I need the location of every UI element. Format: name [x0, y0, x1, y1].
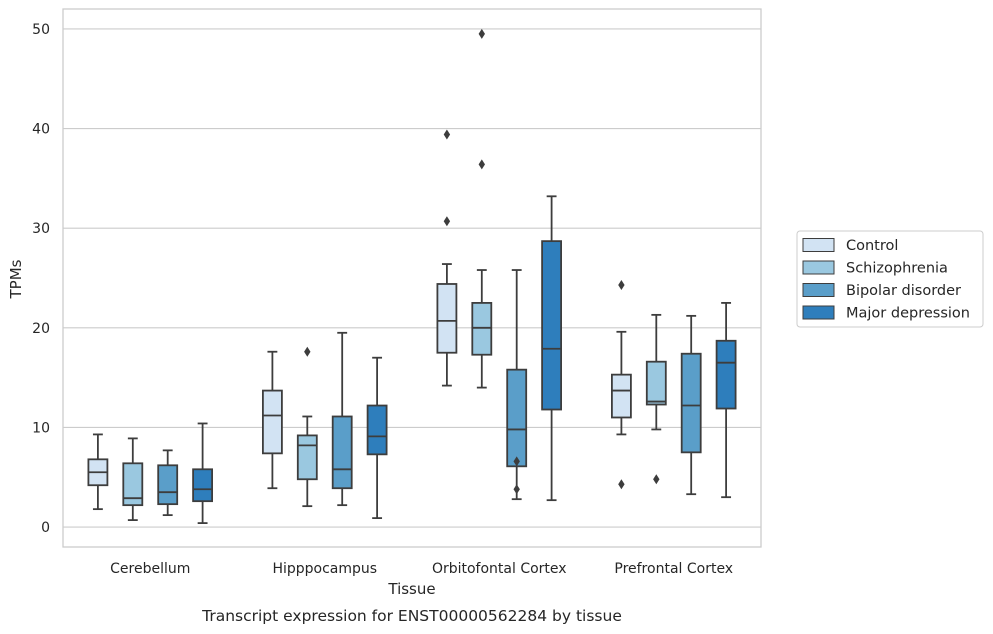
outlier-point: [513, 484, 520, 495]
x-axis-label: Tissue: [387, 580, 435, 598]
box-group: [261, 350, 283, 490]
y-tick-label: 50: [32, 22, 50, 38]
box-iqr: [157, 464, 179, 506]
box-group: [157, 449, 179, 517]
box-group: [645, 313, 667, 485]
legend-swatch: [802, 260, 835, 275]
outlier-point: [478, 28, 485, 39]
box-group: [192, 422, 214, 524]
outlier-point: [618, 479, 625, 490]
box-iqr: [680, 352, 702, 454]
legend-label: Schizophrenia: [846, 261, 948, 277]
legend-swatch: [802, 283, 835, 297]
legend-swatch: [802, 305, 835, 320]
y-tick-label: 0: [41, 520, 50, 536]
y-tick-labels: 0 10 20 30 40 50: [32, 22, 50, 536]
outlier-point: [653, 474, 660, 485]
x-tick-label: Cerebellum: [110, 561, 190, 577]
x-tick-label: Orbitofontal Cortex: [432, 561, 567, 577]
box-group: [436, 129, 458, 387]
box-group: [506, 269, 528, 501]
box-iqr: [296, 434, 318, 481]
outlier-point: [478, 159, 485, 170]
box-iqr: [541, 240, 562, 411]
outlier-point: [443, 216, 451, 227]
legend-frame: [796, 230, 984, 328]
outlier-point: [513, 456, 520, 467]
outlier-point: [304, 346, 311, 357]
box-iqr: [366, 404, 388, 456]
box-group: [680, 314, 702, 496]
y-tick-label: 20: [32, 321, 50, 337]
box-group: [331, 331, 353, 507]
box-iqr: [192, 468, 214, 503]
box-group: [122, 437, 144, 521]
box-iqr: [436, 283, 458, 354]
box-group: [611, 279, 632, 490]
box-iqr: [471, 302, 493, 356]
box-iqr: [122, 462, 144, 507]
box-iqr: [611, 373, 632, 419]
y-tick-label: 10: [32, 420, 50, 436]
plot-frame: [62, 8, 762, 548]
y-axis-label: TPMs: [7, 259, 25, 299]
x-tick-label: Prefrontal Cortex: [614, 561, 733, 577]
legend-label: Control: [846, 238, 898, 254]
legend-label: Major depression: [846, 306, 970, 322]
box-iqr: [506, 368, 528, 468]
box-iqr: [645, 360, 667, 406]
y-tick-label: 30: [32, 221, 50, 237]
box-iqr: [331, 415, 353, 490]
y-tick-label: 40: [32, 122, 50, 138]
boxes: [87, 28, 737, 524]
gridlines: [63, 28, 761, 528]
box-iqr: [715, 339, 737, 410]
legend-swatch: [802, 238, 835, 252]
box-group: [296, 346, 318, 508]
box-group: [366, 356, 388, 520]
x-tick-labels: Cerebellum Hipppocampus Orbitofontal Corte…: [110, 561, 733, 577]
legend: Control Schizophrenia Bipolar disorder Majo…: [796, 230, 984, 328]
box-group: [715, 302, 737, 499]
box-group: [87, 433, 109, 511]
chart-caption: Transcript expression for ENST0000056228…: [201, 607, 622, 625]
legend-label: Bipolar disorder: [846, 283, 961, 299]
x-tick-label: Hipppocampus: [272, 561, 377, 577]
box-group: [471, 28, 493, 389]
outlier-point: [443, 129, 451, 140]
box-iqr: [261, 389, 283, 455]
box-group: [541, 195, 562, 502]
outlier-point: [618, 279, 625, 290]
